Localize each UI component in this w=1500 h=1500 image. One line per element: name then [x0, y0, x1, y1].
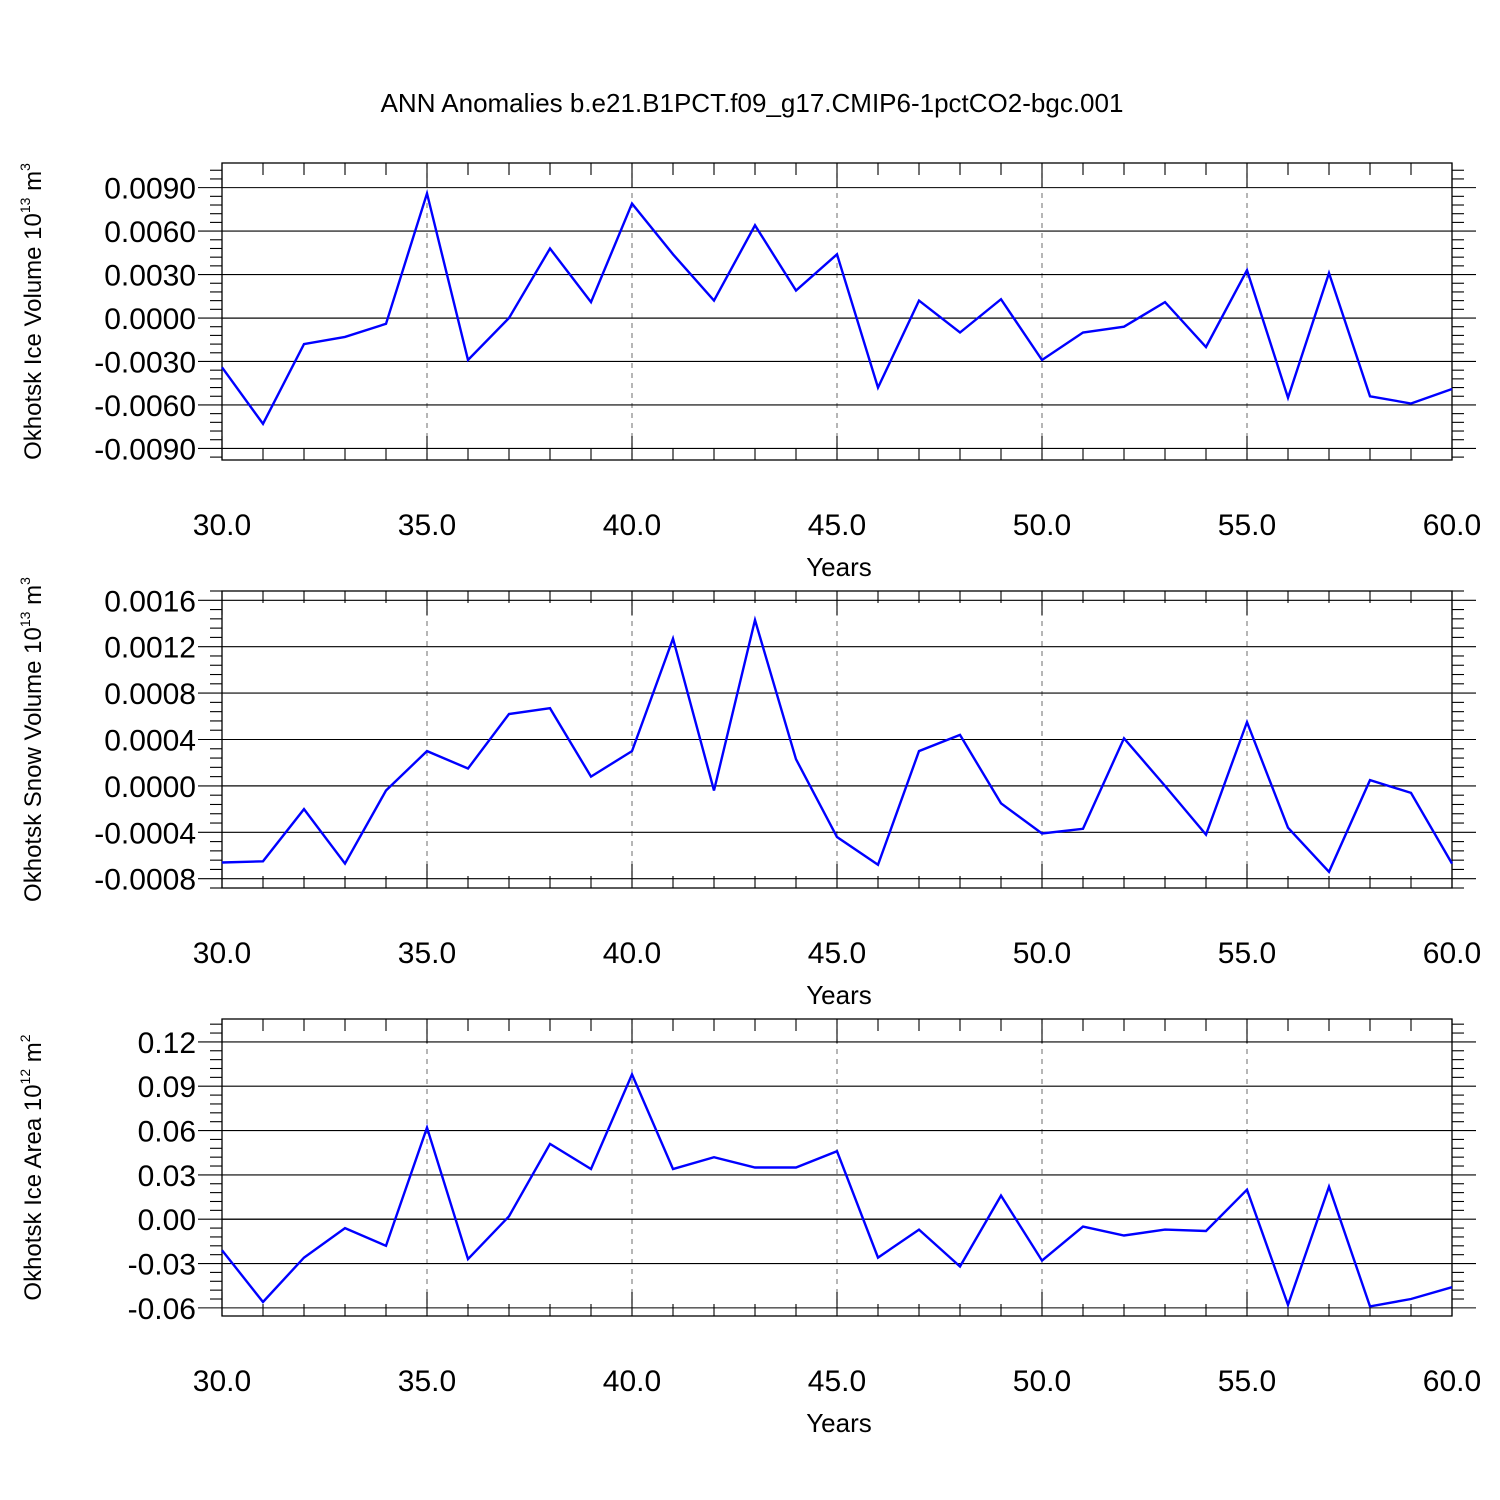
x-tick-label: 40.0: [603, 509, 661, 542]
y-tick-label: -0.0060: [94, 390, 196, 423]
x-tick-label: 55.0: [1218, 509, 1276, 542]
y-axis-label: Okhotsk Ice Volume 1013 m3: [17, 163, 47, 460]
chart-panel-2: 30.0 35.0 40.0 45.0 50.0 55.0 60.0 -0.0008 -0.00…: [17, 577, 1481, 1010]
y-tick-label: 0.0000: [104, 771, 196, 804]
x-tick-label: 55.0: [1218, 937, 1276, 970]
y-tick-label: 0.09: [138, 1071, 196, 1104]
panels-group: 30.0 35.0 40.0 45.0 50.0 55.0 60.0 -0.0090 -0.00…: [17, 162, 1481, 1438]
data-series-line: [221, 615, 1454, 874]
x-tick-label: 60.0: [1423, 1365, 1481, 1398]
y-axis-label: Okhotsk Ice Area 1012 m2: [17, 1034, 47, 1300]
data-series-line: [221, 1071, 1453, 1309]
x-tick-label: 50.0: [1013, 937, 1071, 970]
x-tick-label: 55.0: [1218, 1365, 1276, 1398]
x-tick-label: 50.0: [1013, 1365, 1071, 1398]
y-axis-label: Okhotsk Snow Volume 1013 m3: [17, 577, 47, 902]
y-tick-label: 0.0030: [104, 260, 196, 293]
x-tick-label: 45.0: [808, 509, 866, 542]
x-tick-label: 30.0: [193, 509, 251, 542]
y-tick-label: -0.0008: [94, 864, 196, 897]
plot-frame: [221, 590, 1453, 889]
y-tick-label: 0.0012: [104, 632, 196, 665]
x-axis-label: Years: [806, 552, 872, 582]
y-tick-label: -0.0030: [94, 346, 196, 379]
y-tick-label: 0.03: [138, 1160, 196, 1193]
x-tick-label: 30.0: [193, 1365, 251, 1398]
y-tick-label: 0.0060: [104, 216, 196, 249]
chart-panel-1: 30.0 35.0 40.0 45.0 50.0 55.0 60.0 -0.0090 -0.00…: [17, 162, 1481, 582]
x-tick-label: 50.0: [1013, 509, 1071, 542]
y-tick-label: -0.06: [128, 1293, 196, 1326]
y-tick-label: 0.0000: [104, 303, 196, 336]
x-tick-label: 40.0: [603, 1365, 661, 1398]
y-tick-label: 0.0008: [104, 678, 196, 711]
x-axis-label: Years: [806, 980, 872, 1010]
x-tick-label: 60.0: [1423, 937, 1481, 970]
x-axis-label: Years: [806, 1408, 872, 1438]
y-tick-label: 0.00: [138, 1204, 196, 1237]
y-tick-label: -0.0004: [94, 817, 196, 850]
x-tick-label: 35.0: [398, 1365, 456, 1398]
x-tick-label: 35.0: [398, 509, 456, 542]
figure-title: ANN Anomalies b.e21.B1PCT.f09_g17.CMIP6-…: [381, 88, 1124, 118]
y-tick-label: -0.0090: [94, 433, 196, 466]
data-series-line: [221, 188, 1453, 427]
y-tick-label: 0.0016: [104, 585, 196, 618]
x-tick-label: 40.0: [603, 937, 661, 970]
y-tick-label: 0.06: [138, 1116, 196, 1149]
plot-frame: [221, 1018, 1453, 1317]
chart-panel-3: 30.0 35.0 40.0 45.0 50.0 55.0 60.0 -0.06 -0.03 0.…: [17, 1018, 1481, 1438]
y-tick-label: 0.0090: [104, 173, 196, 206]
x-tick-label: 45.0: [808, 937, 866, 970]
x-tick-label: 45.0: [808, 1365, 866, 1398]
x-tick-label: 60.0: [1423, 509, 1481, 542]
y-tick-label: -0.03: [128, 1249, 196, 1282]
y-tick-label: 0.12: [138, 1027, 196, 1060]
y-tick-label: 0.0004: [104, 725, 196, 758]
x-tick-label: 30.0: [193, 937, 251, 970]
plot-frame: [221, 162, 1453, 461]
x-tick-label: 35.0: [398, 937, 456, 970]
